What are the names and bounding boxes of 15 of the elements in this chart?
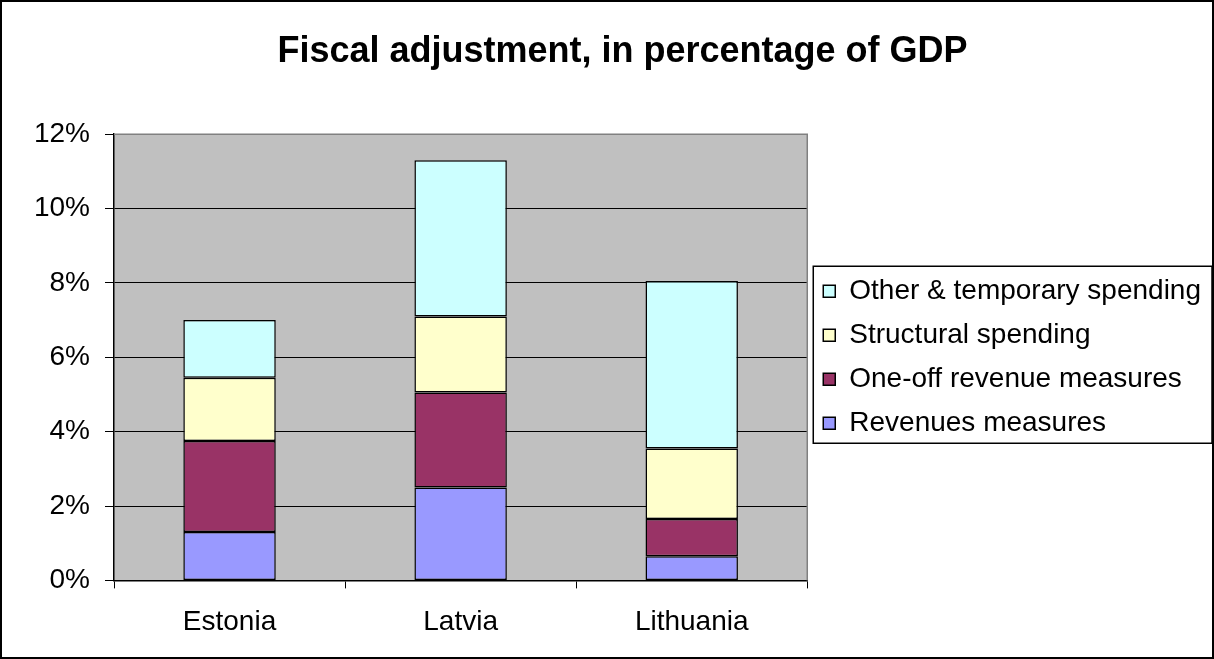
chart-title: Fiscal adjustment, in percentage of GDP [277,28,968,70]
x-tick-label: Estonia [182,604,277,636]
x-tick-label: Latvia [423,604,499,636]
y-tick-label: 6% [49,340,90,372]
legend-label: One-off revenue measures [849,362,1182,394]
legend-label: Other & temporary spending [849,274,1202,306]
legend-label: Revenues measures [849,406,1107,438]
y-tick-label: 2% [49,488,90,520]
legend-label: Structural spending [849,318,1091,350]
y-tick-label: 10% [33,191,90,223]
y-tick-label: 12% [33,116,90,148]
y-tick-label: 0% [49,563,90,595]
x-tick-label: Lithuania [634,604,749,636]
y-tick-label: 8% [49,265,90,297]
y-tick-label: 4% [49,414,90,446]
